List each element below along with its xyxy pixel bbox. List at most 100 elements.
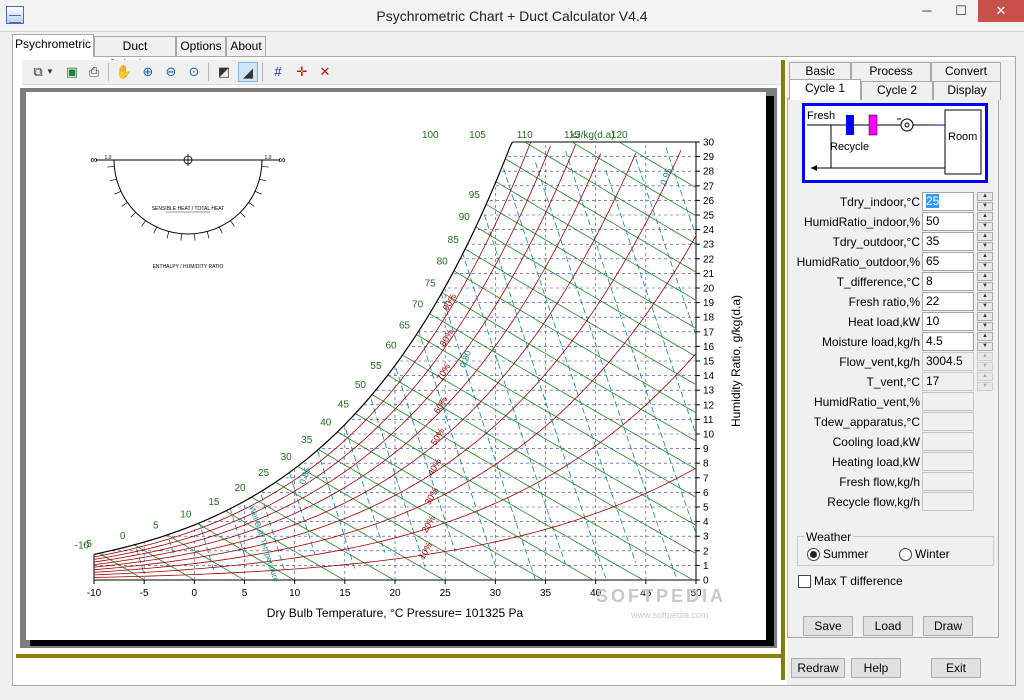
specific-volume-line — [193, 153, 316, 555]
tab-convert[interactable]: Convert — [931, 62, 1001, 81]
draw-chart-icon[interactable]: ◩ — [217, 64, 231, 79]
app-icon[interactable] — [6, 6, 24, 24]
minimize-button[interactable]: ─ — [922, 3, 932, 18]
copy-icon[interactable]: ⧉ — [33, 64, 43, 79]
help-button[interactable]: Help — [851, 658, 901, 678]
draw-process-icon[interactable]: ◢ — [238, 62, 258, 82]
field-moisture-load-kg-h-spinner[interactable]: ▲ ▼ — [977, 332, 993, 351]
crosshair-icon[interactable]: ✛ — [296, 64, 308, 79]
psychrometric-chart[interactable]: -10 -5 0 5 10 15 20 25 30 35 40 45 50012345678910111… — [26, 92, 766, 640]
field-flow-vent-kg-h-spinner[interactable]: ▲ ▼ — [977, 352, 993, 371]
zoom-in-icon[interactable]: ⊕ — [142, 64, 154, 79]
exit-button[interactable]: Exit — [931, 658, 981, 678]
splitter-horizontal[interactable] — [16, 654, 784, 658]
field-flow-vent-kg-h-input[interactable]: 3004.5 — [922, 352, 974, 371]
dropdown-arrow-icon[interactable]: ▼ — [46, 67, 54, 76]
save-button[interactable]: Save — [803, 616, 853, 636]
field-humidratio-outdoor-input[interactable]: 65 — [922, 252, 974, 271]
tab-psychrometric[interactable]: Psychrometric — [12, 34, 94, 57]
splitter-vertical[interactable] — [781, 60, 785, 680]
field-heat-load-kw-label: Heat load,kW — [847, 315, 920, 329]
rh-label: 90% — [441, 292, 459, 313]
field-humidratio-indoor-input[interactable]: 50 — [922, 212, 974, 231]
field-tdry-outdoor-c-input[interactable]: 35 — [922, 232, 974, 251]
spin-up-icon[interactable]: ▲ — [977, 352, 993, 361]
spin-up-icon[interactable]: ▲ — [977, 312, 993, 321]
max-t-difference-label[interactable]: Max T difference — [814, 574, 903, 588]
grid-icon[interactable]: # — [274, 64, 282, 79]
spin-down-icon[interactable]: ▼ — [977, 222, 993, 231]
winter-label[interactable]: Winter — [915, 547, 950, 561]
spin-up-icon[interactable]: ▲ — [977, 372, 993, 381]
field-tdry-indoor-c-input[interactable]: 25 — [922, 192, 974, 211]
protractor-line — [180, 233, 182, 241]
spin-up-icon[interactable]: ▲ — [977, 272, 993, 281]
redraw-button[interactable]: Redraw — [791, 658, 845, 678]
field-tdry-outdoor-c-spinner[interactable]: ▲ ▼ — [977, 232, 993, 251]
winter-radio[interactable] — [899, 548, 912, 561]
zoom-fit-icon[interactable]: ⊙ — [188, 64, 200, 79]
field-humidratio-outdoor-spinner[interactable]: ▲ ▼ — [977, 252, 993, 271]
field-t-vent-c-label: T_vent,°C — [866, 375, 920, 389]
spin-down-icon[interactable]: ▼ — [977, 262, 993, 271]
field-humidratio-indoor-spinner[interactable]: ▲ ▼ — [977, 212, 993, 231]
tab-cycle-1[interactable]: Cycle 1 — [789, 79, 861, 100]
spin-up-icon[interactable]: ▲ — [977, 332, 993, 341]
field-heat-load-kw-spinner[interactable]: ▲ ▼ — [977, 312, 993, 331]
spin-down-icon[interactable]: ▼ — [977, 362, 993, 371]
pan-icon[interactable]: ✋ — [115, 64, 133, 79]
tab-cycle-2[interactable]: Cycle 2 — [861, 81, 933, 100]
field-fresh-ratio-input[interactable]: 22 — [922, 292, 974, 311]
spin-up-icon[interactable]: ▲ — [977, 232, 993, 241]
spin-up-icon[interactable]: ▲ — [977, 292, 993, 301]
enthalpy-line — [94, 142, 395, 580]
spin-up-icon[interactable]: ▲ — [977, 192, 993, 201]
load-button[interactable]: Load — [863, 616, 913, 636]
field-t-difference-c-input[interactable]: 8 — [922, 272, 974, 291]
tab-about[interactable]: About — [226, 36, 266, 56]
field-fresh-flow-kg-h-input[interactable] — [922, 472, 974, 491]
spin-down-icon[interactable]: ▼ — [977, 202, 993, 211]
spin-down-icon[interactable]: ▼ — [977, 322, 993, 331]
field-tdry-indoor-c-spinner[interactable]: ▲ ▼ — [977, 192, 993, 211]
field-recycle-flow-kg-h-input[interactable] — [922, 492, 974, 511]
spin-down-icon[interactable]: ▼ — [977, 382, 993, 391]
save-image-icon[interactable]: ▣ — [65, 64, 79, 79]
tab-duct-calculator[interactable]: Duct Calculator — [94, 36, 176, 71]
field-heating-load-kw-input[interactable] — [922, 452, 974, 471]
protractor-line — [248, 202, 255, 207]
field-t-difference-c-spinner[interactable]: ▲ ▼ — [977, 272, 993, 291]
enthalpy-label: 25 — [258, 468, 270, 479]
spin-down-icon[interactable]: ▼ — [977, 242, 993, 251]
draw-button[interactable]: Draw — [923, 616, 973, 636]
protractor-arc — [113, 159, 263, 235]
field-heat-load-kw-input[interactable]: 10 — [922, 312, 974, 331]
print-icon[interactable]: ⎙ — [88, 64, 100, 79]
field-moisture-load-kg-h-input[interactable]: 4.5 — [922, 332, 974, 351]
field-humidratio-vent-input[interactable] — [922, 392, 974, 411]
field-fresh-ratio-spinner[interactable]: ▲ ▼ — [977, 292, 993, 311]
tab-options[interactable]: Options — [176, 36, 226, 56]
field-cooling-load-kw-input[interactable] — [922, 432, 974, 451]
summer-radio[interactable] — [807, 548, 820, 561]
tab-basic[interactable]: Basic — [789, 62, 851, 81]
field-t-vent-c-input[interactable]: 17 — [922, 372, 974, 391]
spin-up-icon[interactable]: ▲ — [977, 212, 993, 221]
field-tdew-apparatus-c-input[interactable] — [922, 412, 974, 431]
tab-process[interactable]: Process — [851, 62, 931, 81]
rh-label: 70% — [435, 362, 453, 383]
toolbar-separator — [208, 63, 209, 81]
max-t-difference-checkbox[interactable] — [798, 575, 811, 588]
spin-down-icon[interactable]: ▼ — [977, 282, 993, 291]
clear-point-icon[interactable]: ✕ — [319, 64, 331, 79]
zoom-out-icon[interactable]: ⊖ — [165, 64, 177, 79]
spin-down-icon[interactable]: ▼ — [977, 302, 993, 311]
spin-up-icon[interactable]: ▲ — [977, 252, 993, 261]
protractor-left-end: 1.0 — [105, 155, 112, 161]
tab-display[interactable]: Display — [933, 81, 1001, 100]
maximize-button[interactable]: ☐ — [955, 3, 967, 18]
close-button[interactable]: ✕ — [978, 0, 1024, 22]
field-t-vent-c-spinner[interactable]: ▲ ▼ — [977, 372, 993, 391]
spin-down-icon[interactable]: ▼ — [977, 342, 993, 351]
summer-label[interactable]: Summer — [823, 547, 869, 561]
